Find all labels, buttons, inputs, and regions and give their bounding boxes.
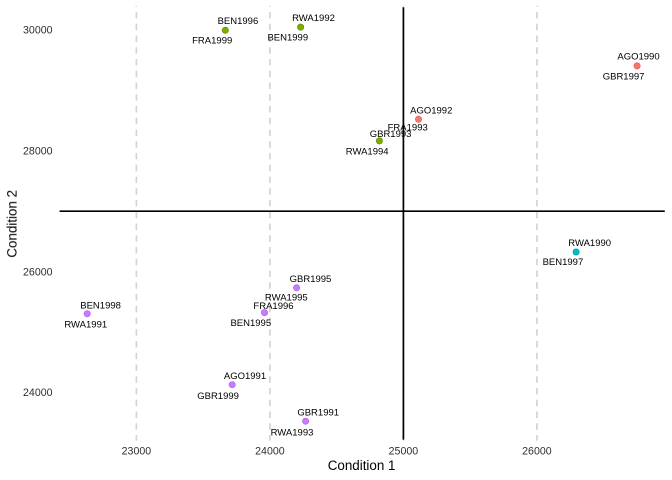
svg-text:26000: 26000 (522, 445, 552, 457)
svg-text:GBR1997: GBR1997 (603, 71, 645, 82)
svg-text:Condition 2: Condition 2 (5, 190, 20, 258)
svg-text:30000: 30000 (23, 25, 53, 37)
svg-text:FRA1996: FRA1996 (253, 301, 293, 312)
svg-text:24000: 24000 (255, 445, 285, 457)
svg-text:25000: 25000 (389, 445, 419, 457)
svg-text:RWA1991: RWA1991 (64, 320, 107, 331)
svg-text:BEN1997: BEN1997 (543, 257, 584, 268)
svg-text:BEN1999: BEN1999 (267, 33, 308, 44)
svg-text:FRA1993: FRA1993 (388, 123, 428, 134)
svg-text:FRA1999: FRA1999 (192, 36, 232, 47)
svg-text:28000: 28000 (23, 146, 53, 158)
svg-text:RWA1990: RWA1990 (568, 238, 611, 249)
svg-text:RWA1993: RWA1993 (271, 428, 314, 439)
svg-text:BEN1996: BEN1996 (218, 16, 259, 27)
svg-text:RWA1992: RWA1992 (292, 13, 335, 24)
svg-text:RWA1995: RWA1995 (265, 293, 308, 304)
svg-text:GBR1991: GBR1991 (297, 408, 339, 419)
svg-text:AGO1991: AGO1991 (224, 371, 266, 382)
svg-text:23000: 23000 (122, 445, 152, 457)
svg-text:24000: 24000 (23, 387, 53, 399)
svg-text:BEN1998: BEN1998 (80, 300, 121, 311)
svg-text:GBR1999: GBR1999 (197, 391, 239, 402)
svg-text:26000: 26000 (23, 266, 53, 278)
svg-text:GBR1993: GBR1993 (370, 129, 412, 140)
svg-text:GBR1995: GBR1995 (290, 274, 332, 285)
svg-text:Condition 1: Condition 1 (328, 458, 396, 473)
svg-text:RWA1994: RWA1994 (346, 146, 389, 157)
svg-text:AGO1990: AGO1990 (617, 51, 659, 62)
svg-text:BEN1995: BEN1995 (230, 318, 271, 329)
svg-text:AGO1992: AGO1992 (410, 106, 452, 117)
